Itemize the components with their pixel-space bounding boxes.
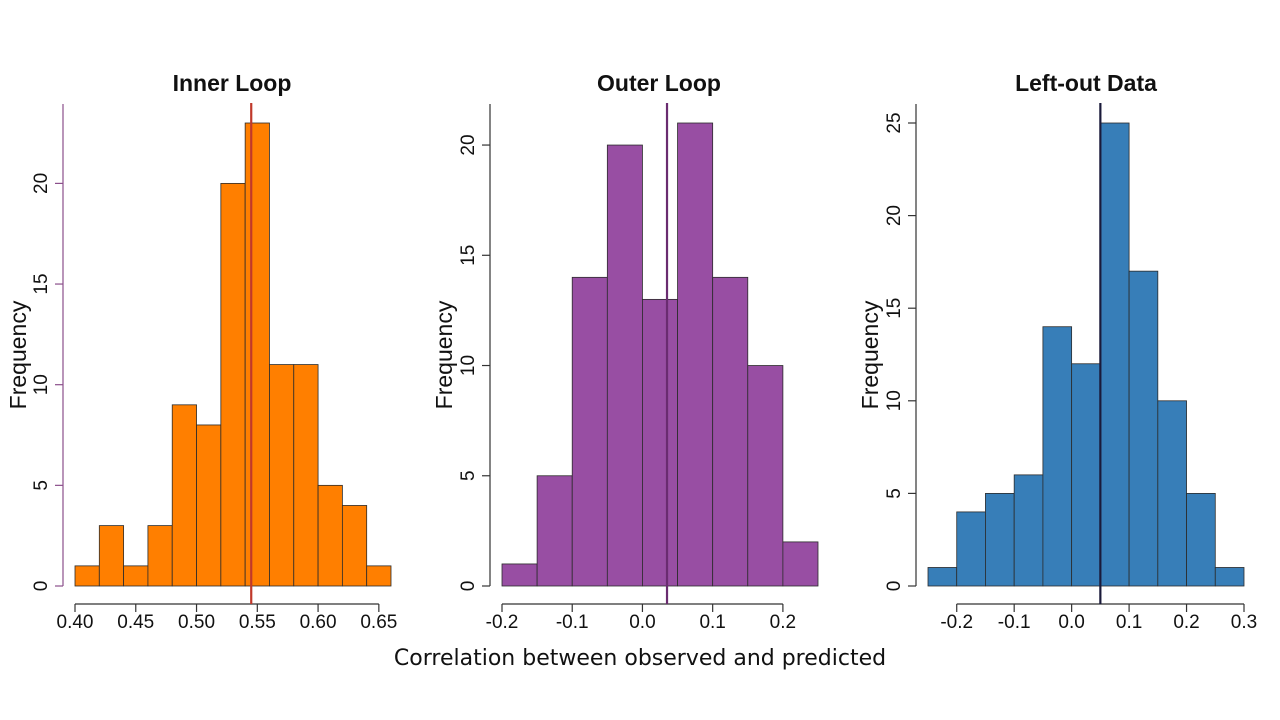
histogram-panel-3: 0 5 10 15 20 25 -0.2 -0.1 0.0 0.1 0.2 0.3 Left-out D… (857, 70, 1257, 633)
x-tick-label: 0.55 (239, 612, 276, 633)
histogram-bar (606, 144, 643, 587)
x-tick-label: 0.45 (117, 612, 154, 633)
y-tick-label: 10 (458, 355, 479, 376)
histogram-bar (956, 511, 986, 587)
y-tick-label: 20 (458, 134, 479, 155)
histogram-bar (293, 364, 319, 587)
y-tick-label: 20 (31, 173, 52, 194)
x-tick-label: -0.1 (998, 612, 1031, 633)
chart-title: Inner Loop (173, 70, 292, 96)
y-tick-label: 5 (884, 488, 905, 499)
histogram-bar (147, 525, 173, 587)
x-tick-label: 0.0 (1058, 612, 1084, 633)
y-axis-label: Frequency (5, 300, 31, 409)
x-tick-label: 0.40 (57, 612, 94, 633)
y-tick-label: 25 (884, 112, 905, 133)
histogram-bar (74, 565, 100, 587)
x-tick-label: 0.60 (300, 612, 337, 633)
x-tick-label: -0.2 (940, 612, 973, 633)
histogram-bar (536, 475, 573, 587)
histogram-bar (317, 484, 343, 587)
histogram-bar (927, 567, 958, 587)
histogram-bar (985, 492, 1015, 587)
y-tick-label: 0 (458, 581, 479, 592)
y-tick-label: 10 (31, 374, 52, 395)
y-tick-label: 15 (884, 298, 905, 319)
x-tick-label: 0.50 (178, 612, 215, 633)
histogram-bar (782, 541, 819, 587)
histogram-bar (171, 404, 197, 587)
y-tick-label: 15 (458, 245, 479, 266)
y-tick-label: 0 (31, 581, 52, 592)
histogram-bar (501, 563, 538, 587)
x-tick-label: 0.1 (1116, 612, 1142, 633)
histogram-bar (1157, 400, 1187, 587)
histogram-bar (341, 505, 368, 587)
y-tick-label: 15 (31, 273, 52, 294)
histogram-bar (196, 424, 222, 587)
y-tick-label: 20 (884, 205, 905, 226)
y-axis-label: Frequency (857, 300, 883, 409)
histogram-bar (1099, 122, 1130, 587)
histogram-panel-1: 0 5 10 15 20 0.40 0.45 0.50 0.55 0.60 0.65 Inner Lo… (5, 70, 397, 633)
x-tick-label: 0.2 (770, 612, 796, 633)
histogram-bar (244, 122, 270, 587)
y-tick-label: 5 (31, 480, 52, 491)
histogram-bar (677, 122, 714, 587)
x-tick-label: 0.65 (360, 612, 397, 633)
histogram-bar (98, 525, 125, 587)
histogram-bar (1042, 326, 1073, 587)
shared-x-axis-label: Correlation between observed and predict… (393, 646, 887, 671)
x-tick-label: -0.1 (556, 612, 589, 633)
x-tick-label: -0.2 (486, 612, 519, 633)
histogram-bar (1214, 567, 1245, 587)
histogram-bar (642, 298, 678, 587)
histogram-bar (1071, 363, 1101, 587)
histogram-bar (747, 365, 784, 587)
y-tick-label: 0 (884, 581, 905, 592)
x-tick-label: 0.1 (699, 612, 725, 633)
histogram-bar (123, 565, 149, 587)
x-tick-label: 0.0 (629, 612, 655, 633)
x-tick-label: 0.2 (1173, 612, 1199, 633)
histogram-bar (366, 565, 392, 587)
histogram-bar (1128, 270, 1159, 587)
x-tick-label: 0.3 (1231, 612, 1257, 633)
histogram-bar (1013, 474, 1044, 587)
y-tick-label: 10 (884, 390, 905, 411)
histogram-bar (712, 276, 749, 587)
y-axis-label: Frequency (431, 300, 457, 409)
chart-title: Outer Loop (597, 70, 721, 96)
histogram-panel-2: 0 5 10 15 20 -0.2 -0.1 0.0 0.1 0.2 Outer Loop Frequ… (431, 70, 819, 633)
chart-title: Left-out Data (1015, 70, 1157, 96)
histogram-bar (1186, 492, 1216, 587)
histogram-bar (571, 276, 608, 587)
histogram-bar (269, 364, 295, 587)
histogram-bar (220, 182, 246, 587)
y-tick-label: 5 (458, 470, 479, 481)
